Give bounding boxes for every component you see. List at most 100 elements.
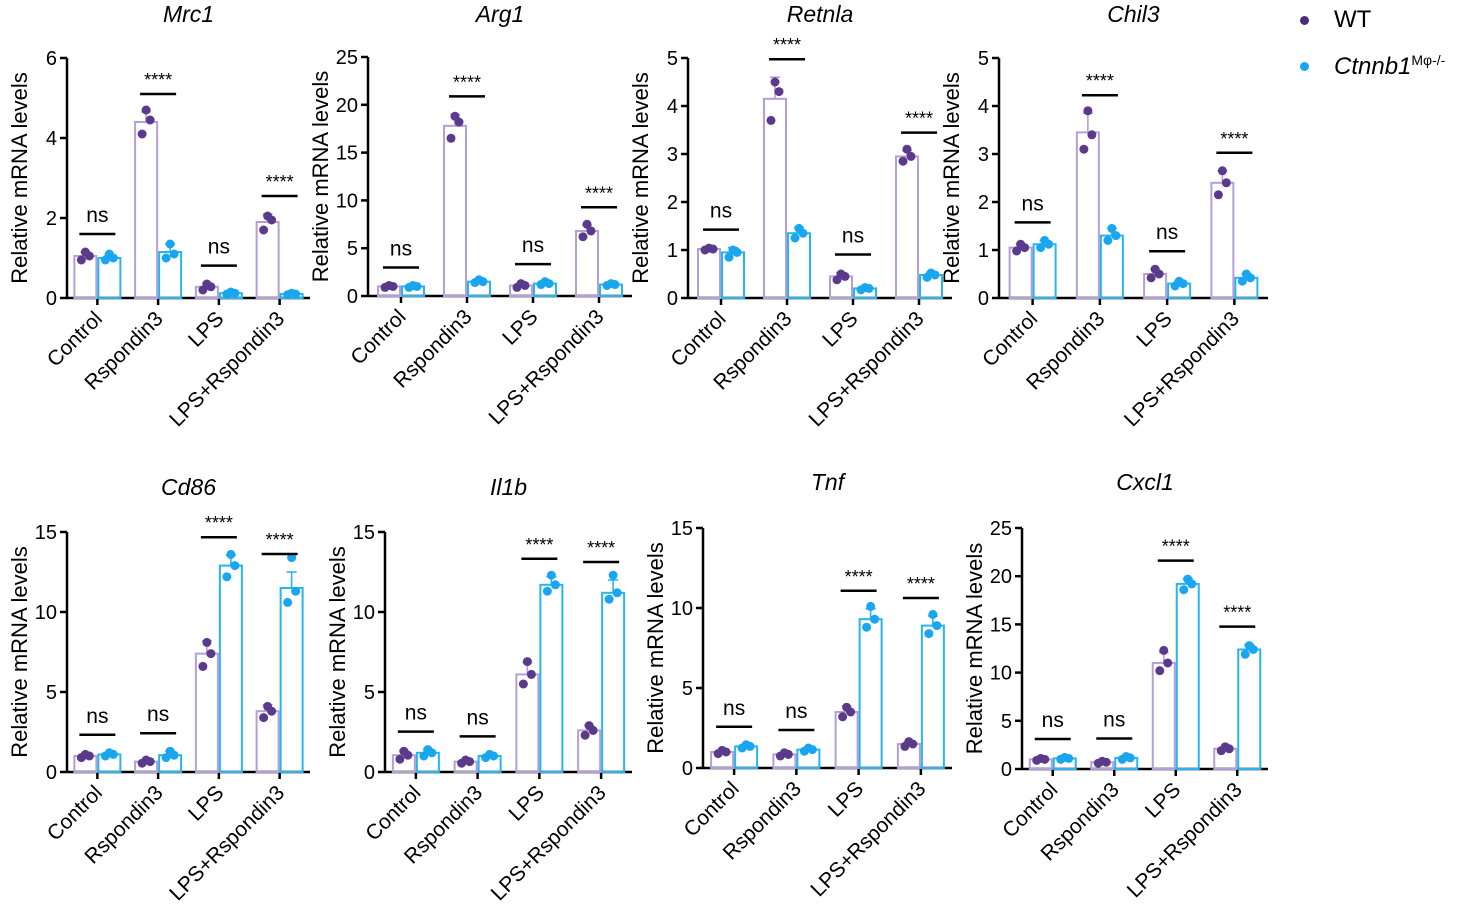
significance-label: **** (1223, 603, 1251, 623)
data-point (283, 597, 293, 607)
chart-title: Chil3 (1107, 1, 1160, 27)
data-point (104, 748, 114, 758)
significance-label: ns (1103, 708, 1125, 731)
y-tick-label: 5 (347, 238, 358, 260)
y-tick-label: 25 (990, 518, 1012, 540)
data-point (226, 549, 236, 559)
data-point (608, 570, 618, 580)
significance-label: ns (723, 697, 745, 720)
data-point (906, 151, 916, 161)
data-point (145, 115, 155, 125)
bar (1075, 131, 1100, 299)
y-tick-label: 15 (990, 614, 1012, 636)
data-point (80, 749, 90, 759)
y-axis-label: Relative mRNA levels (7, 72, 32, 284)
bar (697, 248, 721, 299)
bar (575, 229, 599, 298)
data-point (1036, 753, 1046, 763)
data-point (928, 609, 938, 619)
chart-title: Arg1 (474, 1, 525, 27)
data-point (522, 657, 532, 667)
data-point (838, 712, 848, 722)
data-point (104, 249, 114, 259)
x-tick-label: LPS+Rspondin3 (805, 307, 929, 431)
data-point (395, 754, 405, 764)
data-point (263, 701, 273, 711)
data-point (1174, 276, 1184, 286)
significance-label: **** (773, 35, 801, 55)
data-point (580, 730, 590, 740)
significance-label: **** (266, 530, 294, 550)
data-point (1060, 752, 1070, 762)
data-point (1097, 756, 1107, 766)
data-point (1079, 144, 1089, 154)
data-point (1179, 585, 1189, 595)
data-point (80, 247, 90, 257)
data-point (399, 746, 409, 756)
x-tick-label: Control (346, 305, 410, 369)
data-point (1155, 666, 1165, 676)
y-tick-label: 0 (347, 286, 358, 308)
legend-label-wt: WT (1334, 6, 1372, 33)
y-tick-label: 5 (682, 678, 693, 700)
data-point (862, 622, 872, 632)
significance-label: **** (907, 574, 935, 594)
x-tick-label: LPS (505, 781, 549, 825)
significance-label: ns (208, 236, 230, 259)
x-tick-label: LPS+Rspondin3 (487, 781, 611, 905)
data-point (803, 743, 813, 753)
y-axis-label: Relative mRNA levels (325, 546, 350, 758)
legend: WT Ctnnb1Mφ-/- (1300, 0, 1479, 90)
significance-label: **** (845, 567, 873, 587)
chart-title: Cd86 (161, 474, 216, 500)
bar (1032, 243, 1057, 300)
y-tick-label: 2 (978, 192, 989, 214)
y-tick-label: 4 (667, 96, 678, 118)
significance-label: **** (1220, 129, 1248, 149)
significance-label: ns (785, 700, 807, 723)
data-point (774, 87, 784, 97)
data-point (1016, 239, 1026, 249)
data-point (728, 245, 738, 255)
data-point (586, 226, 596, 236)
y-tick-label: 2 (46, 208, 57, 230)
legend-label-ko-sup: Mφ-/- (1411, 52, 1446, 68)
data-point (1237, 276, 1247, 286)
data-point (1111, 231, 1121, 241)
y-tick-label: 5 (46, 682, 57, 704)
x-tick-label: LPS+Rspondin3 (485, 305, 609, 429)
data-point (1012, 246, 1022, 256)
bar (1237, 648, 1262, 770)
y-tick-label: 10 (990, 663, 1012, 685)
bar (443, 124, 467, 297)
y-tick-label: 5 (364, 682, 375, 704)
bar (218, 564, 243, 773)
x-tick-label: LPS (824, 777, 868, 821)
wt-marker-icon (1300, 15, 1309, 25)
data-point (1240, 649, 1250, 659)
y-axis-label: Relative mRNA levels (962, 543, 987, 755)
y-axis-label: Relative mRNA levels (7, 546, 32, 758)
x-tick-label: LPS+Rspondin3 (1123, 778, 1247, 902)
y-tick-label: 10 (353, 602, 375, 624)
data-point (1036, 243, 1046, 253)
y-tick-label: 0 (46, 288, 57, 310)
y-tick-label: 0 (978, 288, 989, 310)
data-point (198, 661, 208, 671)
data-point (582, 219, 592, 229)
significance-label: ns (405, 702, 427, 725)
ko-marker-icon (1300, 62, 1309, 71)
data-point (206, 649, 216, 659)
y-axis-label: Relative mRNA levels (308, 71, 333, 283)
significance-label: ns (1042, 709, 1064, 732)
significance-label: **** (585, 183, 613, 203)
data-point (836, 269, 846, 279)
data-point (141, 105, 151, 115)
data-point (161, 253, 171, 263)
legend-label-ko-gene: Ctnnb1 (1334, 53, 1412, 80)
chart-title: Tnf (811, 469, 847, 495)
legend-item-wt: WT (1300, 6, 1371, 34)
data-point (1241, 269, 1251, 279)
x-tick-label: LPS (184, 781, 228, 825)
